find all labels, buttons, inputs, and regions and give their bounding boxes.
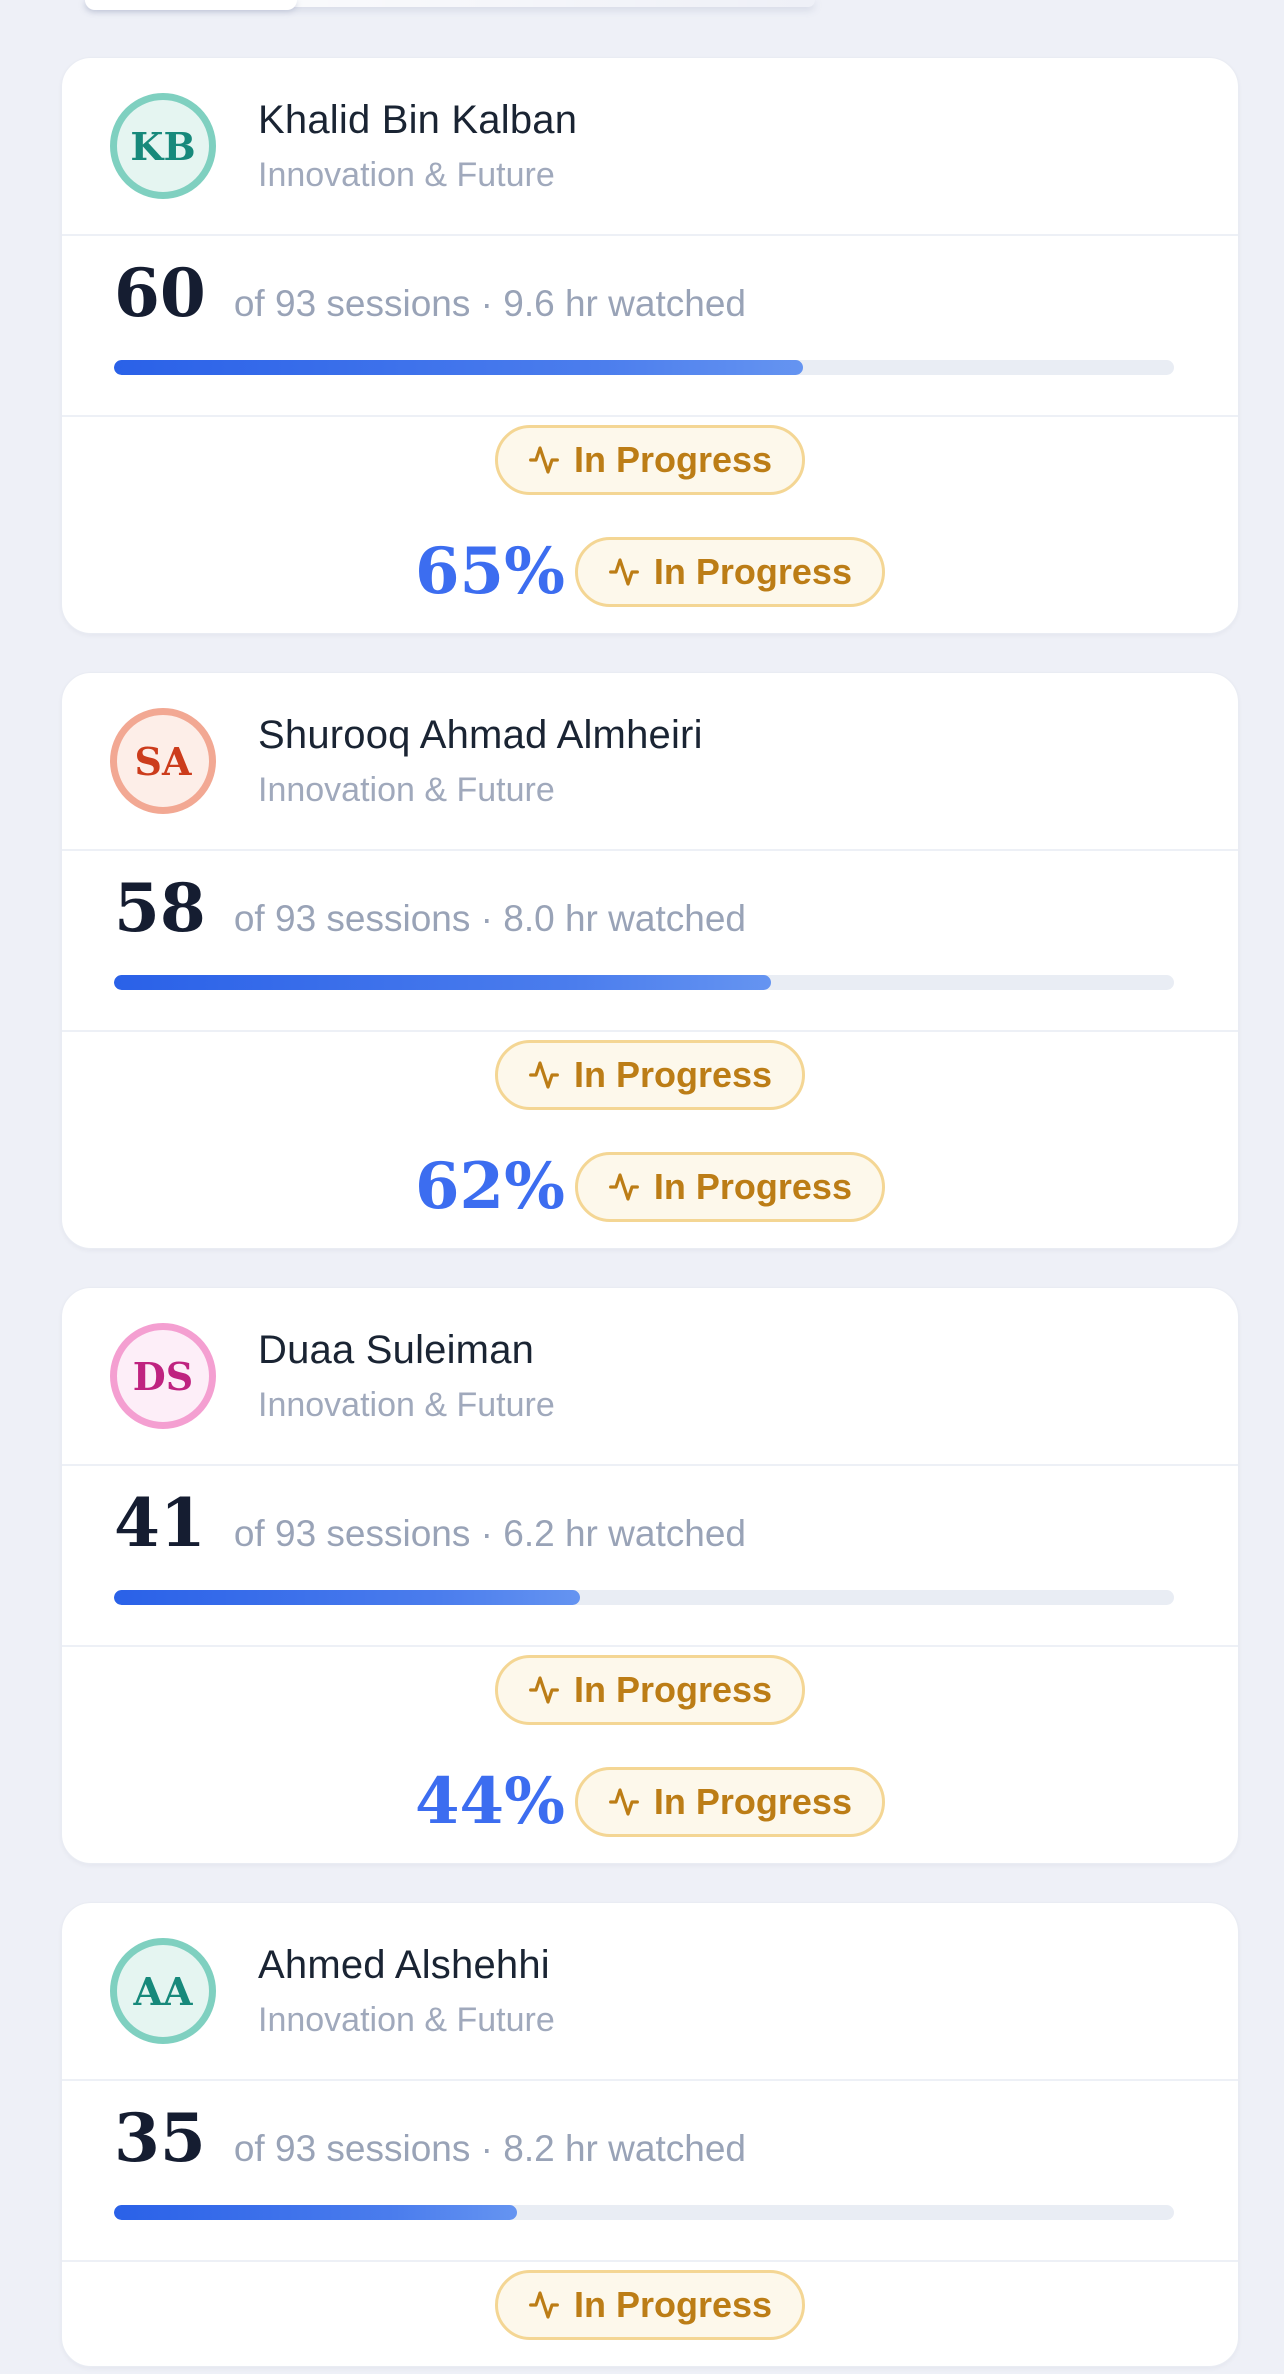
status-badge-label: In Progress — [573, 1054, 773, 1095]
activity-icon — [529, 1676, 559, 1704]
student-identity: Shurooq Ahmad Almheiri Innovation & Futu… — [258, 713, 703, 810]
progress-fill — [114, 1590, 581, 1605]
progress-bar — [114, 975, 1174, 990]
activity-icon — [529, 1061, 559, 1089]
avatar-initials: AA — [133, 1968, 193, 2014]
student-card-progress-section: 58 of 93 sessions · 8.0 hr watched — [62, 849, 1238, 1030]
sessions-detail: of 93 sessions · 8.0 hr watched — [233, 898, 746, 939]
completion-status-badge: In Progress — [574, 537, 885, 607]
avatar: DS — [110, 1323, 216, 1429]
student-card-status-section: In Progress 44% In Progress — [62, 1645, 1238, 1863]
student-card-progress-section: 35 of 93 sessions · 8.2 hr watched — [62, 2079, 1238, 2260]
sessions-summary: 60 of 93 sessions · 9.6 hr watched — [114, 260, 1174, 326]
activity-icon — [608, 558, 639, 586]
sessions-detail: of 93 sessions · 8.2 hr watched — [233, 2128, 746, 2169]
student-card[interactable]: DS Duaa Suleiman Innovation & Future 41 … — [61, 1287, 1239, 1864]
progress-fill — [114, 360, 803, 375]
avatar: AA — [110, 1938, 216, 2044]
student-program: Innovation & Future — [258, 1385, 555, 1424]
student-name: Khalid Bin Kalban — [258, 97, 578, 142]
student-card[interactable]: SA Shurooq Ahmad Almheiri Innovation & F… — [61, 672, 1239, 1249]
completion-percent: 62% — [415, 1149, 565, 1224]
status-badge-label: In Progress — [653, 1781, 852, 1822]
activity-icon — [529, 446, 559, 474]
scrolled-element-fragment — [85, 0, 297, 10]
student-program: Innovation & Future — [258, 2000, 555, 2039]
student-name: Shurooq Ahmad Almheiri — [258, 712, 703, 757]
sessions-summary: 35 of 93 sessions · 8.2 hr watched — [114, 2105, 1174, 2171]
avatar: SA — [110, 708, 216, 814]
activity-icon — [608, 1173, 639, 1201]
student-card-header: AA Ahmed Alshehhi Innovation & Future — [62, 1903, 1238, 2079]
status-badge: In Progress — [494, 425, 806, 495]
progress-bar — [114, 360, 1174, 375]
student-name: Ahmed Alshehhi — [258, 1942, 550, 1987]
student-card-header: DS Duaa Suleiman Innovation & Future — [62, 1288, 1238, 1464]
progress-fill — [114, 975, 772, 990]
student-identity: Khalid Bin Kalban Innovation & Future — [258, 98, 577, 195]
progress-fill — [114, 2205, 517, 2220]
avatar: KB — [110, 93, 216, 199]
completion-status-badge: In Progress — [574, 1152, 885, 1222]
status-badge: In Progress — [494, 1655, 806, 1725]
student-program: Innovation & Future — [258, 770, 555, 809]
status-badge-label: In Progress — [573, 439, 773, 480]
student-card-header: SA Shurooq Ahmad Almheiri Innovation & F… — [62, 673, 1238, 849]
activity-icon — [529, 2291, 559, 2319]
student-card-progress-section: 60 of 93 sessions · 9.6 hr watched — [62, 234, 1238, 415]
avatar-initials: DS — [132, 1353, 194, 1399]
completion-row: 65% In Progress — [62, 537, 1238, 607]
student-program: Innovation & Future — [258, 155, 555, 194]
progress-bar — [114, 1590, 1174, 1605]
avatar-initials: KB — [130, 123, 196, 169]
status-badge-label: In Progress — [653, 551, 852, 592]
student-card-status-section: In Progress 65% In Progress — [62, 415, 1238, 633]
student-card-status-section: In Progress — [62, 2260, 1238, 2366]
progress-bar — [114, 2205, 1174, 2220]
student-name: Duaa Suleiman — [258, 1327, 535, 1372]
student-card[interactable]: KB Khalid Bin Kalban Innovation & Future… — [61, 57, 1239, 634]
sessions-count: 60 — [114, 254, 206, 332]
student-card-header: KB Khalid Bin Kalban Innovation & Future — [62, 58, 1238, 234]
sessions-detail: of 93 sessions · 6.2 hr watched — [233, 1513, 746, 1554]
sessions-summary: 41 of 93 sessions · 6.2 hr watched — [114, 1490, 1174, 1556]
sessions-summary: 58 of 93 sessions · 8.0 hr watched — [114, 875, 1174, 941]
sessions-count: 35 — [114, 2099, 206, 2177]
activity-icon — [608, 1788, 639, 1816]
student-card-progress-section: 41 of 93 sessions · 6.2 hr watched — [62, 1464, 1238, 1645]
sessions-count: 58 — [114, 869, 206, 947]
sessions-count: 41 — [114, 1484, 206, 1562]
completion-row: 44% In Progress — [62, 1767, 1238, 1837]
status-badge: In Progress — [494, 2270, 806, 2340]
completion-status-badge: In Progress — [574, 1767, 885, 1837]
sessions-detail: of 93 sessions · 9.6 hr watched — [233, 283, 746, 324]
student-list: KB Khalid Bin Kalban Innovation & Future… — [61, 57, 1239, 2367]
student-card[interactable]: AA Ahmed Alshehhi Innovation & Future 35… — [61, 1902, 1239, 2367]
student-identity: Ahmed Alshehhi Innovation & Future — [258, 1943, 555, 2040]
student-card-status-section: In Progress 62% In Progress — [62, 1030, 1238, 1248]
student-identity: Duaa Suleiman Innovation & Future — [258, 1328, 555, 1425]
status-badge-label: In Progress — [573, 2284, 773, 2325]
status-badge: In Progress — [494, 1040, 806, 1110]
completion-row: 62% In Progress — [62, 1152, 1238, 1222]
scrolled-element-shadow — [85, 0, 815, 7]
status-badge-label: In Progress — [573, 1669, 773, 1710]
avatar-initials: SA — [134, 738, 192, 784]
completion-percent: 65% — [415, 534, 565, 609]
completion-percent: 44% — [415, 1764, 565, 1839]
status-badge-label: In Progress — [653, 1166, 852, 1207]
